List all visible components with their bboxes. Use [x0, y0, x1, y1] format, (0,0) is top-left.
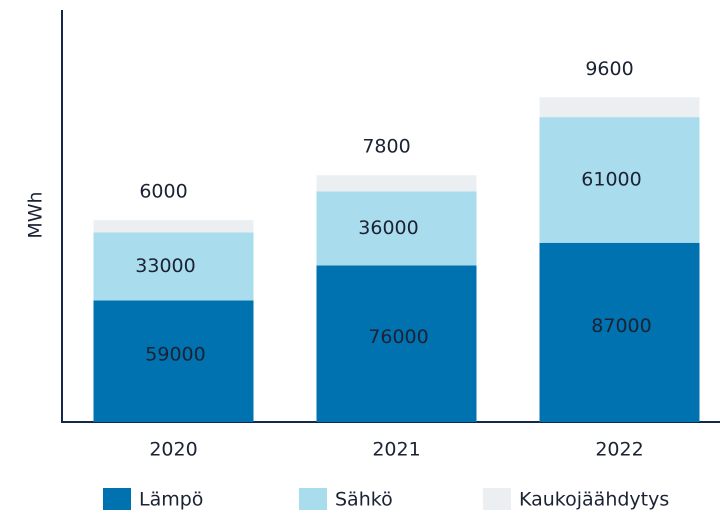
legend-swatch	[103, 488, 131, 510]
bar-segment	[539, 242, 700, 422]
bar-segment	[316, 265, 477, 422]
data-label: 61000	[581, 168, 641, 190]
legend-label: Sähkö	[335, 489, 393, 511]
data-label: 36000	[358, 217, 418, 239]
bar-segment	[539, 97, 700, 118]
x-tick-label: 2022	[595, 439, 643, 461]
bar-segment	[316, 175, 477, 192]
x-tick-label: 2021	[372, 439, 420, 461]
data-label: 76000	[368, 326, 428, 348]
legend-swatch	[483, 488, 511, 510]
data-label: 9600	[585, 58, 633, 80]
bar-segment	[93, 232, 254, 301]
bar-segment	[93, 300, 254, 422]
bar-segment	[93, 220, 254, 233]
bar-segment	[316, 191, 477, 266]
data-label: 33000	[135, 255, 195, 277]
bar-segment	[539, 117, 700, 243]
data-label: 59000	[145, 344, 205, 366]
legend-label: Lämpö	[139, 489, 203, 511]
data-label: 7800	[362, 136, 410, 158]
legend-swatch	[299, 488, 327, 510]
data-label: 87000	[591, 315, 651, 337]
x-tick-label: 2020	[149, 439, 197, 461]
data-label: 6000	[139, 181, 187, 203]
legend-label: Kaukojäähdytys	[519, 489, 669, 511]
y-axis-label: MWh	[25, 191, 47, 238]
